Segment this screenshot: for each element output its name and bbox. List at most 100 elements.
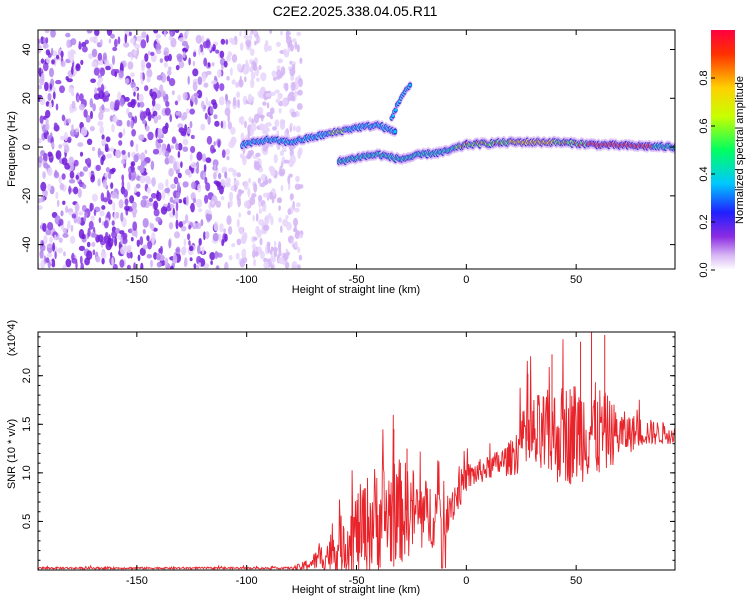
noise-blob — [114, 71, 117, 78]
noise-blob — [142, 228, 146, 235]
noise-blob — [80, 59, 84, 66]
noise-blob — [164, 122, 169, 130]
noise-blob — [239, 259, 246, 268]
noise-blob — [287, 175, 291, 184]
noise-blob — [232, 96, 237, 107]
noise-blob — [262, 192, 269, 198]
noise-blob — [258, 123, 265, 131]
noise-blob — [214, 250, 219, 260]
noise-blob — [250, 71, 256, 80]
noise-blob — [40, 181, 47, 192]
noise-blob — [168, 238, 172, 249]
noise-blob — [200, 123, 206, 131]
noise-blob — [213, 221, 219, 232]
noise-blob — [189, 204, 195, 210]
noise-blob — [140, 160, 147, 166]
noise-blob — [243, 232, 248, 241]
noise-blob — [133, 91, 136, 97]
noise-blob — [219, 223, 224, 233]
noise-blob — [117, 36, 121, 45]
noise-blob — [130, 120, 134, 129]
noise-blob — [282, 48, 288, 56]
noise-blob — [196, 198, 203, 208]
noise-blob — [267, 178, 272, 184]
noise-blob — [48, 102, 53, 109]
noise-blob — [67, 118, 72, 124]
noise-blob — [98, 217, 102, 224]
noise-blob — [192, 225, 196, 230]
spectrogram-x-tick-label: -100 — [236, 274, 258, 286]
noise-blob — [126, 246, 132, 253]
noise-blob — [139, 236, 144, 246]
noise-blob — [190, 162, 197, 169]
noise-blob — [225, 148, 230, 156]
noise-blob — [295, 125, 301, 133]
noise-blob — [113, 212, 117, 221]
noise-blob — [59, 218, 64, 226]
noise-blob — [118, 140, 123, 146]
noise-blob — [189, 121, 193, 129]
noise-blob — [40, 195, 44, 203]
noise-blob — [252, 214, 255, 222]
noise-blob — [172, 157, 176, 163]
noise-blob — [62, 264, 67, 269]
noise-blob — [286, 251, 290, 256]
noise-blob — [154, 103, 161, 111]
noise-blob — [220, 120, 224, 129]
noise-blob — [231, 79, 236, 85]
noise-blob — [298, 254, 303, 261]
noise-blob — [227, 51, 232, 58]
colorbar-tick-label: 0.0 — [698, 262, 710, 277]
noise-blob — [75, 63, 81, 72]
noise-blob — [238, 226, 244, 235]
noise-blob — [40, 58, 45, 64]
noise-blob — [146, 187, 151, 194]
noise-blob — [155, 216, 162, 222]
noise-blob — [153, 208, 160, 217]
noise-blob — [250, 64, 254, 74]
noise-blob — [127, 151, 131, 158]
noise-blob — [279, 71, 283, 78]
colorbar-ticks: 0.0 0.2 0.4 0.6 0.8 — [698, 70, 715, 278]
noise-blob — [40, 72, 45, 83]
noise-blob — [95, 255, 101, 263]
noise-blob — [43, 152, 48, 163]
noise-blob — [103, 220, 109, 229]
noise-blob — [212, 102, 218, 110]
noise-blob — [90, 78, 96, 84]
noise-blob — [79, 93, 84, 102]
noise-blob — [75, 127, 80, 133]
noise-blob — [119, 259, 125, 268]
noise-blob — [39, 244, 46, 252]
noise-blob — [191, 181, 197, 190]
noise-blob — [151, 177, 156, 187]
noise-blob — [263, 224, 270, 231]
noise-blob — [266, 241, 271, 247]
noise-blob — [217, 172, 222, 180]
noise-blob — [178, 221, 184, 228]
noise-blob — [68, 87, 75, 94]
noise-blob — [277, 58, 284, 64]
noise-blob — [86, 241, 91, 248]
noise-blob — [239, 31, 242, 37]
noise-blob — [294, 240, 298, 249]
noise-blob — [230, 126, 236, 135]
noise-blob — [245, 154, 251, 160]
noise-blob — [186, 108, 190, 114]
noise-blob — [225, 93, 228, 102]
noise-blob — [65, 32, 71, 38]
noise-blob — [194, 96, 198, 106]
noise-blob — [44, 81, 49, 92]
noise-blob — [232, 169, 237, 177]
noise-blob — [280, 30, 283, 36]
noise-blob — [133, 262, 136, 269]
noise-blob — [224, 171, 228, 179]
noise-blob — [130, 98, 136, 109]
noise-blob — [215, 265, 220, 269]
noise-blob — [92, 103, 96, 112]
noise-blob — [265, 127, 270, 132]
branch-up-core — [408, 83, 412, 87]
noise-blob — [102, 52, 107, 60]
noise-blob — [249, 31, 253, 41]
noise-blob — [99, 125, 104, 135]
